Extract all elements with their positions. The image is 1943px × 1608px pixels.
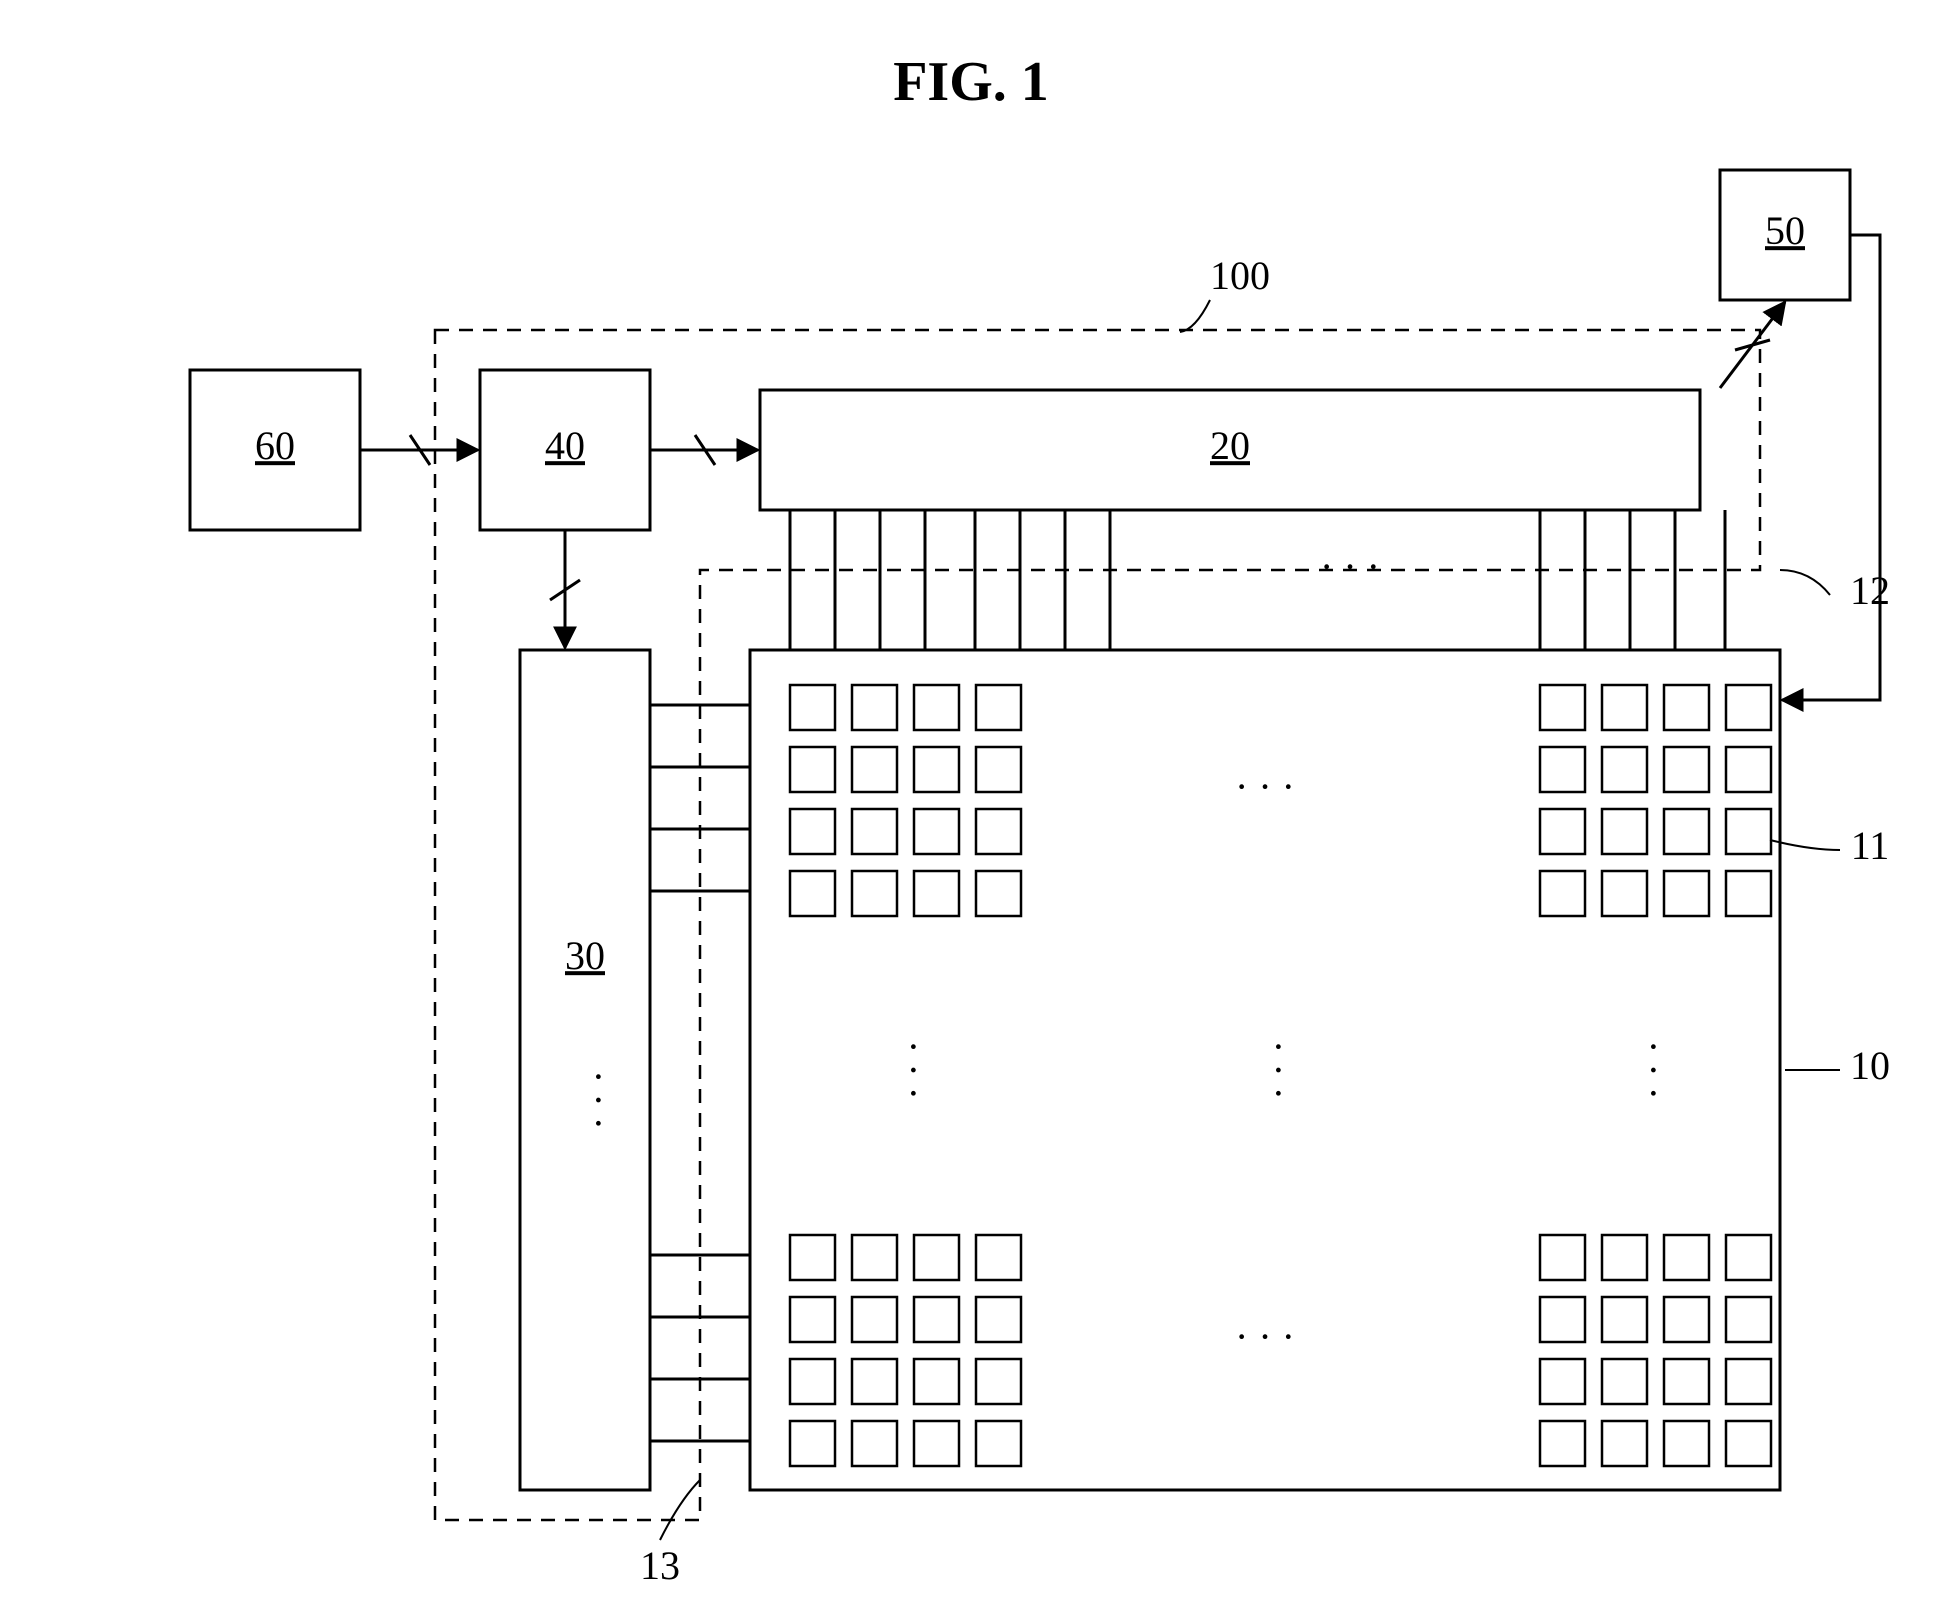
pixel-cell <box>790 871 835 916</box>
pixel-cell <box>914 685 959 730</box>
ref-12: 12 <box>1850 568 1890 613</box>
ref-100: 100 <box>1210 253 1270 298</box>
pixel-cell <box>1726 1359 1771 1404</box>
dots-top-mid: · · · <box>1235 764 1295 809</box>
pixel-cell <box>1540 1359 1585 1404</box>
pixel-cell <box>852 809 897 854</box>
pixel-cell <box>1664 1359 1709 1404</box>
pixel-cell <box>914 747 959 792</box>
pixel-cell <box>1602 685 1647 730</box>
pixel-cell <box>852 1297 897 1342</box>
block-40-label: 40 <box>545 423 585 468</box>
pixel-cell <box>914 871 959 916</box>
dots-bottom-mid: · · · <box>1235 1314 1295 1359</box>
pixel-cell <box>1602 809 1647 854</box>
pixel-cell <box>1664 871 1709 916</box>
pixel-cell <box>1540 685 1585 730</box>
pixel-cell <box>914 809 959 854</box>
pixel-cell <box>1664 747 1709 792</box>
pixel-cell <box>1540 747 1585 792</box>
ref-10: 10 <box>1850 1043 1890 1088</box>
pixel-cell <box>976 871 1021 916</box>
pixel-cell <box>1602 871 1647 916</box>
pixel-cell <box>1664 1421 1709 1466</box>
pixel-cell <box>976 1297 1021 1342</box>
figure-svg: FIG. 1 60 40 20 50 30 · · · · · · · · · … <box>0 0 1943 1608</box>
dots-left-mid: · · · <box>891 1040 936 1100</box>
dots-bus-top: · · · <box>1320 544 1380 589</box>
pixel-cell <box>1726 1235 1771 1280</box>
ref-11: 11 <box>1851 823 1890 868</box>
pixel-cell <box>914 1297 959 1342</box>
pixel-cell <box>790 747 835 792</box>
pixel-cell <box>1726 871 1771 916</box>
pixel-cell <box>976 685 1021 730</box>
pixel-cell <box>976 747 1021 792</box>
pixel-cell <box>852 1421 897 1466</box>
pixel-cell <box>914 1359 959 1404</box>
slash-20-50 <box>1735 340 1770 350</box>
pixel-cell <box>1602 1421 1647 1466</box>
block-60-label: 60 <box>255 423 295 468</box>
pixel-cell <box>1602 747 1647 792</box>
pixel-cell <box>1540 1235 1585 1280</box>
leader-12 <box>1780 570 1830 595</box>
pixel-cell <box>1726 1297 1771 1342</box>
pixel-cell <box>1726 809 1771 854</box>
pixel-cell <box>790 1235 835 1280</box>
bus-top <box>790 510 1725 650</box>
dots-center: · · · <box>1256 1040 1301 1100</box>
pixel-cell <box>1664 809 1709 854</box>
pixel-cell <box>1726 747 1771 792</box>
pixel-cell <box>1602 1359 1647 1404</box>
leader-100 <box>1180 300 1210 332</box>
pixel-cell <box>1602 1235 1647 1280</box>
pixel-cell <box>1540 809 1585 854</box>
pixel-cell <box>1726 1421 1771 1466</box>
pixel-cell <box>852 747 897 792</box>
pixel-cell <box>914 1235 959 1280</box>
pixel-cell <box>852 685 897 730</box>
pixel-cell <box>790 1359 835 1404</box>
pixel-cell <box>1726 685 1771 730</box>
pixel-cell <box>1664 1235 1709 1280</box>
pixel-cell <box>976 1421 1021 1466</box>
pixel-cell <box>976 1235 1021 1280</box>
pixel-cell <box>1540 1421 1585 1466</box>
pixel-cell <box>1664 1297 1709 1342</box>
pixel-cell <box>1602 1297 1647 1342</box>
pixel-cell <box>914 1421 959 1466</box>
figure-title: FIG. 1 <box>893 51 1049 113</box>
pixel-cell <box>790 685 835 730</box>
dots-block-30: · · · <box>576 1070 621 1130</box>
pixel-cell <box>1664 685 1709 730</box>
pixel-cell <box>852 871 897 916</box>
pixel-cell <box>1540 1297 1585 1342</box>
block-50-label: 50 <box>1765 208 1805 253</box>
ref-13: 13 <box>640 1543 680 1588</box>
arrow-50-panel <box>1782 235 1880 700</box>
leader-13 <box>660 1480 700 1540</box>
block-30-label: 30 <box>565 933 605 978</box>
pixel-cell <box>852 1359 897 1404</box>
pixel-cell <box>790 809 835 854</box>
block-20-label: 20 <box>1210 423 1250 468</box>
pixel-cell <box>790 1421 835 1466</box>
pixel-cell <box>976 809 1021 854</box>
pixel-cell <box>1540 871 1585 916</box>
pixel-cell <box>790 1297 835 1342</box>
pixel-cell <box>976 1359 1021 1404</box>
dots-right-mid: · · · <box>1631 1040 1676 1100</box>
pixel-cell <box>852 1235 897 1280</box>
